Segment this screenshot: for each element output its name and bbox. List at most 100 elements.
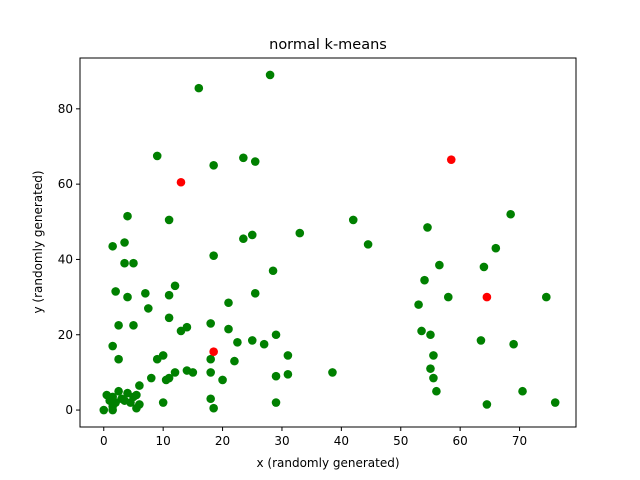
data-point	[423, 223, 432, 232]
data-point	[120, 238, 129, 247]
data-point	[224, 298, 233, 308]
data-point	[170, 368, 180, 377]
centroid-point	[176, 177, 186, 187]
data-point	[209, 251, 218, 260]
data-point	[414, 300, 423, 309]
axis-ticks: 0 10 20 30 40 50 60 70 0 20 40 60 80	[58, 102, 527, 448]
data-point	[114, 354, 123, 364]
data-point	[250, 157, 260, 166]
data-point	[209, 161, 218, 170]
data-point	[108, 405, 117, 415]
data-point	[152, 151, 162, 161]
data-point	[491, 243, 501, 253]
data-point	[132, 403, 141, 413]
centroid-point	[209, 347, 218, 356]
data-point	[206, 354, 215, 364]
data-point	[328, 368, 337, 377]
data-point	[206, 319, 215, 328]
data-point	[509, 339, 518, 349]
x-tick-label: 60	[453, 434, 468, 448]
data-point	[135, 381, 144, 390]
data-point	[218, 375, 227, 385]
data-point	[239, 234, 248, 244]
x-tick-label: 0	[100, 434, 108, 448]
data-point	[114, 321, 123, 330]
data-points	[99, 70, 560, 415]
data-point	[435, 260, 444, 270]
data-point	[295, 228, 305, 238]
data-point	[271, 371, 281, 381]
data-point	[268, 266, 278, 276]
data-point	[239, 153, 248, 163]
data-point	[164, 290, 174, 300]
data-point	[158, 398, 168, 407]
data-point	[247, 230, 257, 240]
data-point	[111, 287, 120, 296]
data-point	[420, 275, 429, 285]
data-point	[108, 341, 117, 351]
y-tick-label: 80	[58, 102, 73, 116]
data-point	[206, 394, 215, 404]
data-point	[129, 258, 138, 268]
data-point	[429, 373, 438, 383]
data-point	[443, 292, 453, 302]
data-point	[164, 215, 174, 225]
data-point	[429, 351, 438, 360]
data-point	[479, 262, 489, 272]
data-point	[141, 289, 150, 298]
data-point	[363, 240, 373, 249]
data-point	[164, 313, 174, 323]
data-point	[250, 289, 260, 298]
y-axis-label: y (randomly generated)	[31, 170, 45, 313]
x-tick-label: 10	[156, 434, 171, 448]
data-point	[271, 398, 281, 407]
chart-title: normal k-means	[269, 37, 387, 53]
data-point	[209, 403, 218, 413]
data-point	[265, 70, 275, 80]
data-point	[233, 337, 242, 347]
data-point	[426, 364, 435, 373]
data-point	[518, 386, 527, 396]
data-point	[120, 258, 129, 268]
data-point	[123, 211, 132, 221]
data-point	[158, 351, 168, 360]
data-point	[188, 368, 198, 377]
data-point	[129, 321, 138, 330]
data-point	[247, 336, 257, 345]
data-point	[182, 322, 192, 332]
y-tick-label: 60	[58, 177, 73, 191]
data-point	[194, 83, 204, 93]
data-point	[230, 356, 239, 366]
data-point	[417, 326, 426, 336]
data-point	[476, 336, 486, 345]
data-point	[348, 215, 358, 225]
data-point	[99, 405, 109, 415]
data-point	[108, 241, 117, 251]
data-point	[506, 209, 515, 219]
data-point	[541, 292, 551, 302]
data-point	[283, 369, 293, 379]
data-point	[114, 386, 123, 396]
data-point	[550, 398, 560, 407]
data-point	[126, 398, 135, 407]
data-point	[224, 324, 233, 334]
data-point	[482, 400, 492, 409]
x-tick-label: 30	[274, 434, 289, 448]
data-point	[271, 330, 281, 340]
y-tick-label: 0	[65, 403, 73, 417]
data-point	[432, 386, 441, 396]
x-tick-label: 20	[215, 434, 230, 448]
data-point	[206, 368, 215, 377]
data-point	[164, 373, 174, 383]
y-tick-label: 40	[58, 252, 73, 266]
centroid-point	[446, 155, 456, 164]
centroid-point	[482, 292, 492, 302]
data-point	[123, 292, 132, 302]
x-tick-label: 40	[334, 434, 349, 448]
data-point	[132, 390, 141, 400]
data-point	[259, 339, 269, 349]
plot-frame	[79, 57, 577, 428]
data-point	[170, 281, 180, 291]
data-point	[146, 373, 156, 383]
